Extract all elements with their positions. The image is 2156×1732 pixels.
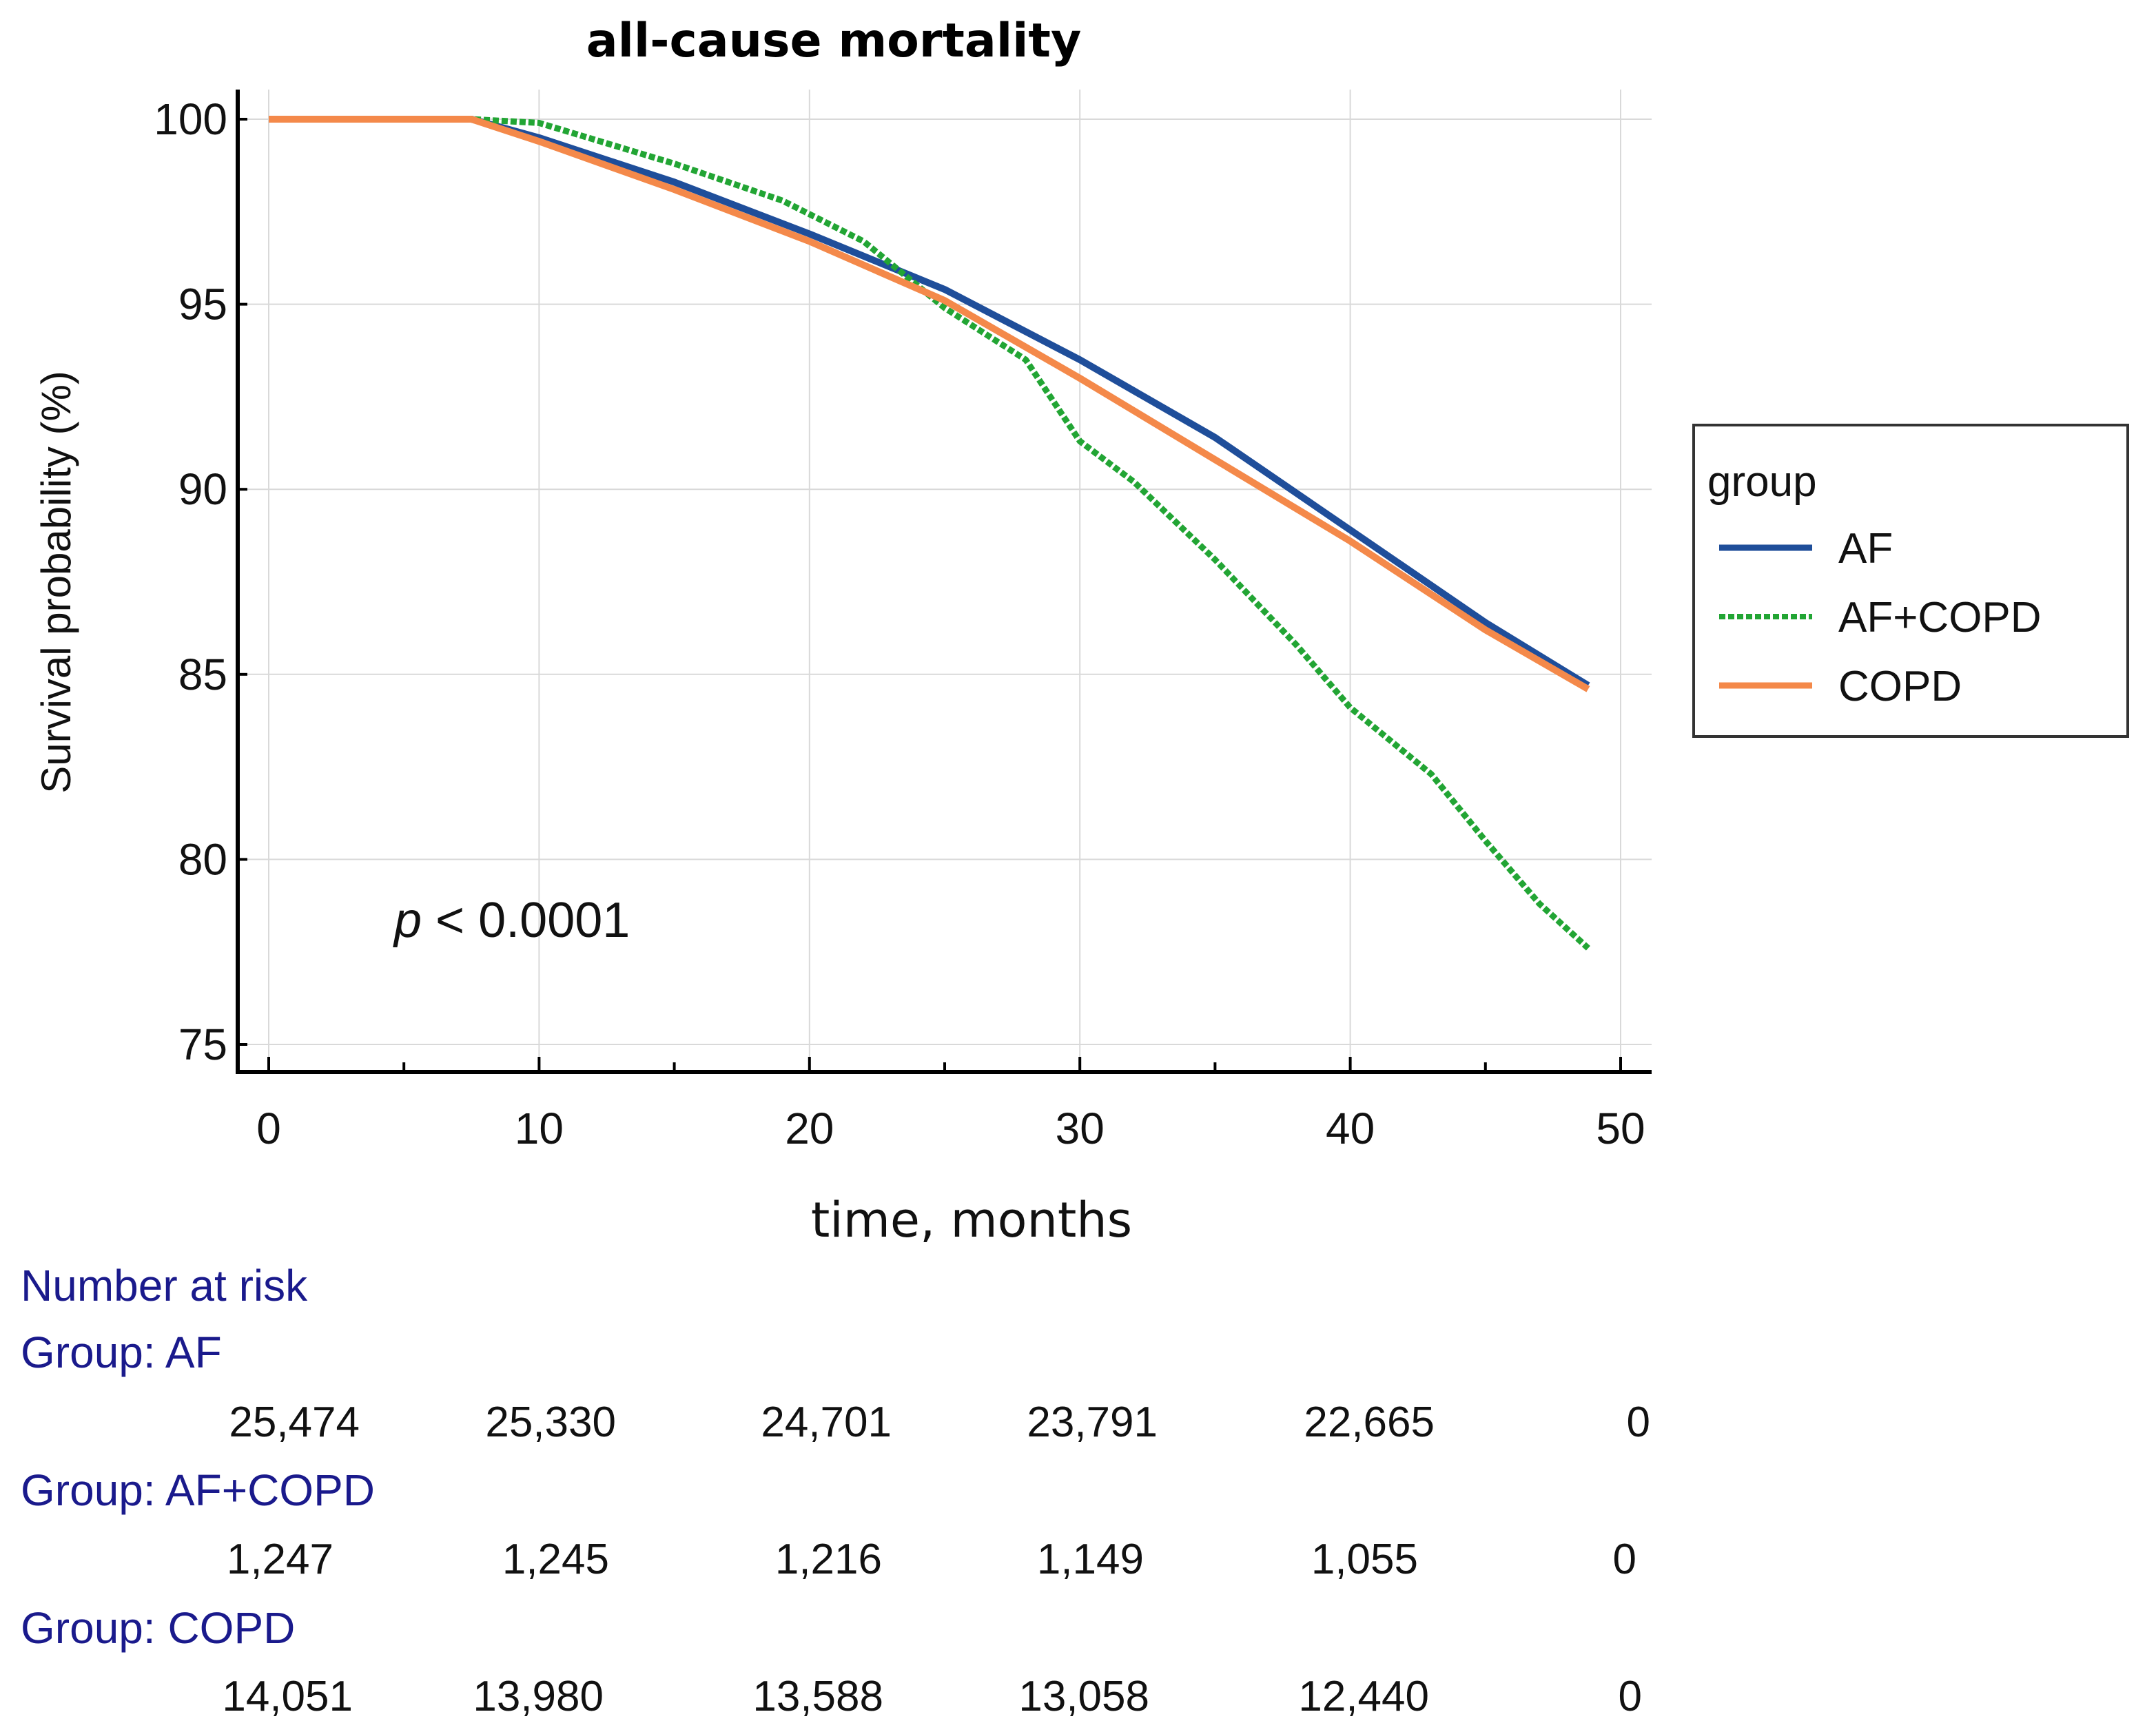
x-tick-label: 20 (785, 1104, 834, 1153)
series-line-af-copd (269, 116, 1590, 951)
risk-count: 14,051 (222, 1673, 353, 1720)
p-value-annotation: p < 0.0001 (393, 893, 630, 948)
risk-count: 1,216 (775, 1536, 882, 1583)
risk-count: 13,980 (473, 1673, 604, 1720)
y-tick-label: 95 (178, 280, 227, 329)
risk-count: 13,058 (1018, 1673, 1149, 1720)
risk-count: 25,330 (485, 1399, 616, 1446)
series-line-af (269, 116, 1590, 689)
x-axis-label: time, months (811, 1192, 1132, 1248)
y-tick-label: 85 (178, 650, 227, 699)
y-tick-labels: 75 80 85 90 95 100 (154, 94, 247, 1069)
legend-label-af: AF (1838, 525, 1893, 573)
y-tick-label: 80 (178, 834, 227, 884)
legend-title: group (1707, 458, 1817, 506)
x-tick-label: 50 (1596, 1104, 1645, 1153)
risk-group-label: Group: AF+COPD (21, 1465, 375, 1515)
x-tick-label: 0 (256, 1104, 281, 1153)
risk-count: 13,588 (752, 1673, 883, 1720)
series-group (269, 116, 1590, 951)
x-tick-label: 10 (515, 1104, 564, 1153)
legend-label-af-copd: AF+COPD (1838, 594, 2042, 641)
risk-group-label: Group: AF (21, 1328, 222, 1377)
x-tick-label: 40 (1326, 1104, 1375, 1153)
y-tick-label: 75 (178, 1020, 227, 1069)
risk-group-label: Group: COPD (21, 1603, 295, 1653)
risk-count: 1,149 (1037, 1536, 1144, 1583)
risk-count: 24,701 (761, 1399, 892, 1446)
risk-count: 0 (1613, 1536, 1636, 1583)
y-tick-label: 90 (178, 464, 227, 514)
risk-count: 22,665 (1304, 1399, 1435, 1446)
y-tick-label: 100 (154, 94, 227, 144)
y-axis-label: Survival probability (%) (33, 371, 79, 794)
p-value-italic: p (393, 893, 422, 948)
series-line-copd (269, 116, 1590, 692)
risk-count: 12,440 (1298, 1673, 1429, 1720)
p-value-text: < 0.0001 (422, 893, 630, 948)
risk-count: 1,055 (1311, 1536, 1418, 1583)
x-tick-labels: 0 10 20 30 40 50 (256, 1057, 1645, 1153)
risk-count: 0 (1619, 1673, 1642, 1720)
risk-count: 23,791 (1027, 1399, 1158, 1446)
risk-count: 1,245 (502, 1536, 609, 1583)
risk-count: 25,474 (229, 1399, 360, 1446)
risk-table-title: Number at risk (21, 1261, 308, 1310)
risk-count: 1,247 (227, 1536, 333, 1583)
legend: group AF AF+COPD COPD (1692, 424, 2129, 738)
legend-entries: AF AF+COPD COPD (1719, 525, 2042, 710)
risk-count: 0 (1627, 1399, 1650, 1446)
x-tick-label: 30 (1056, 1104, 1105, 1153)
chart-title: all-cause mortality (586, 14, 1082, 68)
legend-label-copd: COPD (1838, 663, 1962, 710)
